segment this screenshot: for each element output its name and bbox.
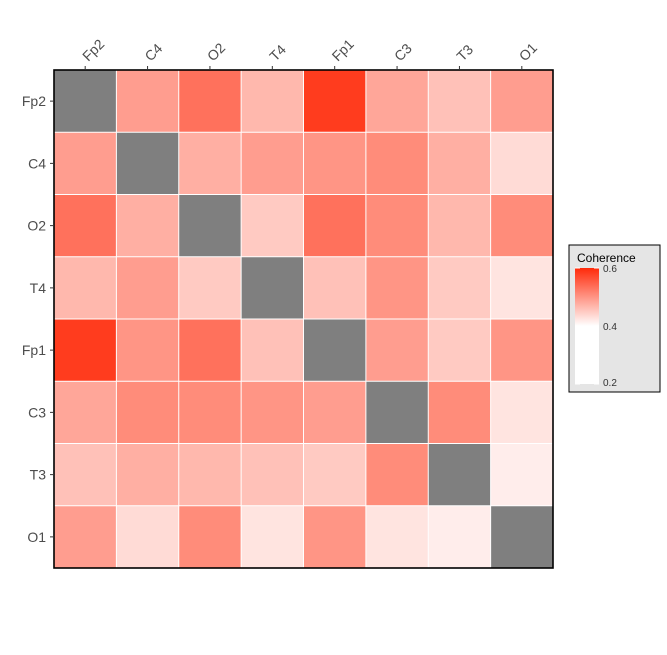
- x-tick-label-o2: O2: [204, 39, 229, 64]
- heatmap-cell-t4-t4: [241, 257, 304, 319]
- heatmap-cell-c4-fp1: [304, 132, 366, 194]
- legend-tick-label-2: 0.2: [603, 378, 617, 389]
- heatmap-cell-t4-c3: [366, 257, 428, 319]
- heatmap-cell-c3-c4: [116, 381, 179, 443]
- x-axis: Fp2 C4 O2 T4 Fp1 C3 T3 O1: [79, 36, 540, 70]
- x-tick-label-c3: C3: [391, 40, 415, 64]
- x-tick-label-fp2: Fp2: [79, 36, 108, 65]
- heatmap-cell-o1-fp1: [304, 506, 366, 568]
- heatmap-cell-t3-o1: [491, 444, 553, 506]
- legend-tick-label-0: 0.6: [603, 264, 617, 275]
- heatmap-cells: [54, 70, 553, 568]
- heatmap-cell-fp2-o2: [179, 70, 241, 132]
- heatmap-cell-o2-c3: [366, 195, 428, 257]
- heatmap-cell-fp1-t4: [241, 319, 304, 381]
- heatmap-cell-t3-t4: [241, 444, 304, 506]
- heatmap-cell-fp1-fp2: [54, 319, 116, 381]
- heatmap-cell-fp1-o2: [179, 319, 241, 381]
- heatmap-panel-border: [53, 69, 554, 569]
- heatmap-cell-t4-fp2: [54, 257, 116, 319]
- heatmap-cell-c4-c4: [116, 132, 179, 194]
- legend: Coherence 0.6 0.4 0.2: [568, 244, 661, 393]
- heatmap-cell-c4-fp2: [54, 132, 116, 194]
- heatmap-cell-fp1-fp1: [304, 319, 366, 381]
- heatmap-cell-t4-t3: [428, 257, 491, 319]
- heatmap-cell-c4-t3: [428, 132, 491, 194]
- heatmap-cell-c3-o2: [179, 381, 241, 443]
- heatmap-cell-fp1-o1: [491, 319, 553, 381]
- y-tick-label-o1: O1: [27, 529, 46, 545]
- heatmap-cell-fp2-c3: [366, 70, 428, 132]
- heatmap-cell-c3-fp2: [54, 381, 116, 443]
- heatmap-cell-t3-t3: [428, 444, 491, 506]
- heatmap-cell-c3-t3: [428, 381, 491, 443]
- heatmap-cell-o1-fp2: [54, 506, 116, 568]
- legend-ticks: 0.6 0.4 0.2: [575, 264, 617, 389]
- y-tick-label-o2: O2: [27, 218, 46, 234]
- x-tick-label-t3: T3: [453, 41, 476, 64]
- heatmap-cell-o1-c3: [366, 506, 428, 568]
- heatmap-cell-o2-o1: [491, 195, 553, 257]
- heatmap-cell-c4-t4: [241, 132, 304, 194]
- heatmap-cell-o1-t4: [241, 506, 304, 568]
- heatmap-cell-fp2-t3: [428, 70, 491, 132]
- x-tick-label-c4: C4: [141, 40, 165, 64]
- heatmap-cell-t3-fp2: [54, 444, 116, 506]
- heatmap-cell-o1-o1: [491, 506, 553, 568]
- heatmap-cell-c4-c3: [366, 132, 428, 194]
- heatmap-cell-c4-o1: [491, 132, 553, 194]
- heatmap-cell-t4-c4: [116, 257, 179, 319]
- x-tick-label-t4: T4: [266, 41, 289, 64]
- heatmap-cell-fp1-c3: [366, 319, 428, 381]
- heatmap-cell-fp1-c4: [116, 319, 179, 381]
- heatmap-cell-o2-t4: [241, 195, 304, 257]
- y-tick-label-t4: T4: [30, 280, 47, 296]
- x-tick-label-fp1: Fp1: [328, 36, 357, 65]
- y-tick-label-fp1: Fp1: [22, 342, 46, 358]
- heatmap-cell-t4-fp1: [304, 257, 366, 319]
- heatmap-cell-o1-t3: [428, 506, 491, 568]
- y-axis: Fp2 C4 O2 T4 Fp1 C3 T3 O1: [22, 93, 54, 545]
- heatmap-cell-t4-o1: [491, 257, 553, 319]
- heatmap-cell-fp2-fp2: [54, 70, 116, 132]
- x-tick-label-o1: O1: [516, 39, 541, 64]
- y-tick-label-c3: C3: [28, 404, 46, 420]
- heatmap-cell-fp2-o1: [491, 70, 553, 132]
- legend-tick-label-1: 0.4: [603, 322, 617, 333]
- heatmap-cell-o1-o2: [179, 506, 241, 568]
- heatmap-cell-fp2-c4: [116, 70, 179, 132]
- heatmap-cell-fp1-t3: [428, 319, 491, 381]
- heatmap-cell-t3-fp1: [304, 444, 366, 506]
- heatmap-cell-fp2-fp1: [304, 70, 366, 132]
- heatmap-cell-c3-t4: [241, 381, 304, 443]
- heatmap-cell-o2-c4: [116, 195, 179, 257]
- heatmap-cell-t3-c4: [116, 444, 179, 506]
- heatmap-cell-fp2-t4: [241, 70, 304, 132]
- heatmap-cell-t3-o2: [179, 444, 241, 506]
- heatmap-cell-o2-t3: [428, 195, 491, 257]
- heatmap-cell-t4-o2: [179, 257, 241, 319]
- legend-title: Coherence: [577, 251, 636, 265]
- heatmap-cell-t3-c3: [366, 444, 428, 506]
- heatmap-cell-o2-fp1: [304, 195, 366, 257]
- heatmap-cell-c3-c3: [366, 381, 428, 443]
- y-tick-label-fp2: Fp2: [22, 93, 46, 109]
- y-tick-label-t3: T3: [30, 467, 47, 483]
- y-tick-label-c4: C4: [28, 155, 46, 171]
- heatmap-cell-c3-o1: [491, 381, 553, 443]
- heatmap-cell-o1-c4: [116, 506, 179, 568]
- heatmap-cell-o2-fp2: [54, 195, 116, 257]
- heatmap-cell-c4-o2: [179, 132, 241, 194]
- heatmap-cell-c3-fp1: [304, 381, 366, 443]
- heatmap-cell-o2-o2: [179, 195, 241, 257]
